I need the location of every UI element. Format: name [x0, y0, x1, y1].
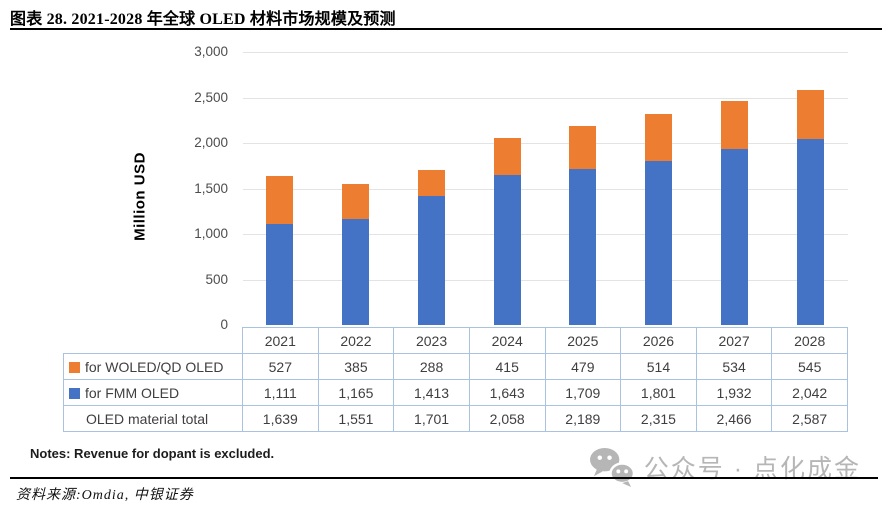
table-cell-2023: 288 — [393, 353, 470, 380]
y-tick-label-2500: 2,500 — [194, 89, 228, 105]
bar-segment-for-woled-qd-oled-2022 — [342, 183, 370, 219]
table-cell-2027: 2,466 — [695, 405, 773, 432]
table-cell-2027: 534 — [695, 353, 773, 380]
table-cell-2024: 2,058 — [468, 405, 546, 432]
watermark-text: 公众号 · 点化成金 — [643, 454, 861, 483]
x-axis-label-2027: 2027 — [695, 327, 773, 354]
y-tick-label-0: 0 — [220, 317, 228, 332]
x-axis-label-2025: 2025 — [544, 327, 622, 354]
table-cell-2022: 385 — [317, 353, 395, 380]
table-cell-2026: 2,315 — [620, 405, 697, 432]
table-cell-2023: 1,701 — [393, 405, 470, 432]
table-cell-2028: 545 — [771, 353, 848, 380]
bar-segment-for-fmm-oled-2027 — [720, 149, 748, 325]
bar-segment-for-woled-qd-oled-2023 — [417, 170, 445, 197]
bar-segment-for-fmm-oled-2021 — [266, 223, 294, 325]
bar-segment-for-fmm-oled-2023 — [417, 196, 445, 325]
row-label-for-woled-qd-oled: for WOLED/QD OLED — [63, 353, 243, 380]
title-divider — [10, 28, 882, 30]
table-cell-2021: 1,639 — [242, 405, 319, 432]
y-tick-label-1000: 1,000 — [194, 226, 228, 241]
bar-segment-for-fmm-oled-2025 — [569, 169, 597, 325]
figure-title: 图表 28. 2021-2028 年全球 OLED 材料市场规模及预测 — [10, 11, 396, 28]
y-tick-label-3000: 3,000 — [194, 44, 228, 59]
bar-segment-for-woled-qd-oled-2028 — [796, 89, 824, 140]
x-axis-label-2026: 2026 — [620, 327, 697, 354]
table-cell-2022: 1,551 — [317, 405, 395, 432]
table-cell-2021: 527 — [242, 353, 319, 380]
table-row: for WOLED/QD OLED 527 385 288 415 479 514 534 54… — [63, 353, 848, 380]
source-text: 资料来源:Omdia, 中银证券 — [16, 488, 194, 503]
table-corner-cell — [64, 328, 243, 354]
table-cell-2021: 1,111 — [242, 379, 319, 406]
gridline-3000 — [243, 52, 848, 53]
gridline-500 — [243, 279, 848, 281]
table-cell-2028: 2,587 — [771, 405, 848, 432]
legend-swatch — [69, 361, 80, 373]
table-cell-2028: 2,042 — [771, 379, 848, 406]
table-cell-2025: 479 — [544, 353, 622, 380]
bar-segment-for-woled-qd-oled-2025 — [569, 125, 597, 170]
table-header-row: 2021 2022 2023 2024 2025 2026 2027 2028 — [64, 327, 848, 354]
source-divider — [10, 477, 878, 479]
table-row: OLED material total 1,639 1,551 1,701 2,058 2… — [63, 405, 848, 432]
x-axis-label-2023: 2023 — [393, 327, 470, 354]
gridline-2500 — [243, 97, 848, 99]
table-cell-2027: 1,932 — [695, 379, 773, 406]
y-tick-label-1500: 1,500 — [194, 180, 228, 196]
table-cell-2025: 1,709 — [544, 379, 622, 406]
table-cell-2026: 514 — [620, 353, 697, 380]
row-label-oled-material-total: OLED material total — [63, 405, 243, 432]
bar-segment-for-fmm-oled-2026 — [645, 161, 673, 325]
legend-swatch — [69, 387, 80, 399]
gridline-1500 — [243, 188, 848, 190]
bar-segment-for-woled-qd-oled-2027 — [720, 100, 748, 150]
wechat-icon — [589, 447, 635, 487]
table-cell-2023: 1,413 — [393, 379, 470, 406]
bar-segment-for-fmm-oled-2028 — [796, 139, 824, 325]
y-tick-label-500: 500 — [205, 271, 228, 287]
x-axis-label-2028: 2028 — [771, 327, 848, 354]
table-cell-2024: 415 — [468, 353, 546, 380]
bar-segment-for-fmm-oled-2024 — [493, 175, 521, 325]
x-axis-label-2021: 2021 — [242, 327, 319, 354]
gridline-2000 — [243, 143, 848, 144]
bar-segment-for-fmm-oled-2022 — [342, 218, 370, 325]
gridline-1000 — [243, 234, 848, 235]
x-axis-label-2024: 2024 — [468, 327, 546, 354]
data-table: 2021 2022 2023 2024 2025 2026 2027 2028 for WOLE… — [63, 327, 848, 432]
table-row: for FMM OLED 1,111 1,165 1,413 1,643 1,709 1,8… — [63, 379, 848, 406]
notes-text: Notes: Revenue for dopant is excluded. — [30, 446, 275, 461]
bar-segment-for-woled-qd-oled-2026 — [645, 114, 673, 162]
table-cell-2025: 2,189 — [544, 405, 622, 432]
y-tick-label-2000: 2,000 — [194, 135, 228, 150]
bar-segment-for-woled-qd-oled-2021 — [266, 175, 294, 224]
x-axis-label-2022: 2022 — [317, 327, 395, 354]
table-cell-2026: 1,801 — [620, 379, 697, 406]
table-cell-2024: 1,643 — [468, 379, 546, 406]
bar-segment-for-woled-qd-oled-2024 — [493, 137, 521, 176]
row-label-for-fmm-oled: for FMM OLED — [63, 379, 243, 406]
watermark: 公众号 · 点化成金 — [588, 446, 861, 487]
table-cell-2022: 1,165 — [317, 379, 395, 406]
